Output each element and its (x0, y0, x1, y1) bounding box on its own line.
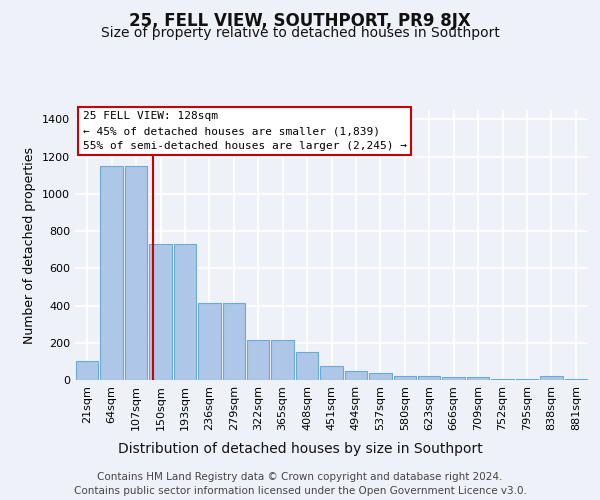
Bar (149, 244, 172, 380)
Bar (515, 379, 538, 380)
Bar (491, 379, 514, 380)
Bar (540, 376, 563, 380)
Bar (418, 376, 440, 380)
Bar (442, 377, 465, 380)
Bar (344, 370, 367, 380)
Y-axis label: Number of detached properties: Number of detached properties (23, 146, 37, 344)
Bar (173, 244, 196, 380)
Bar (320, 366, 343, 380)
Bar (296, 352, 319, 380)
Bar (369, 374, 392, 380)
Bar (76, 362, 98, 380)
Text: Size of property relative to detached houses in Southport: Size of property relative to detached ho… (101, 26, 499, 40)
Text: 25, FELL VIEW, SOUTHPORT, PR9 8JX: 25, FELL VIEW, SOUTHPORT, PR9 8JX (129, 12, 471, 30)
Bar (125, 166, 148, 380)
Bar (223, 302, 245, 380)
Bar (467, 377, 490, 380)
Text: Contains HM Land Registry data © Crown copyright and database right 2024.
Contai: Contains HM Land Registry data © Crown c… (74, 472, 526, 496)
Bar (394, 376, 416, 380)
Bar (247, 340, 269, 380)
Bar (198, 302, 221, 380)
Text: Distribution of detached houses by size in Southport: Distribution of detached houses by size … (118, 442, 482, 456)
Bar (100, 166, 123, 380)
Bar (271, 340, 294, 380)
Text: 25 FELL VIEW: 128sqm
← 45% of detached houses are smaller (1,839)
55% of semi-de: 25 FELL VIEW: 128sqm ← 45% of detached h… (83, 112, 407, 151)
Bar (565, 379, 587, 380)
